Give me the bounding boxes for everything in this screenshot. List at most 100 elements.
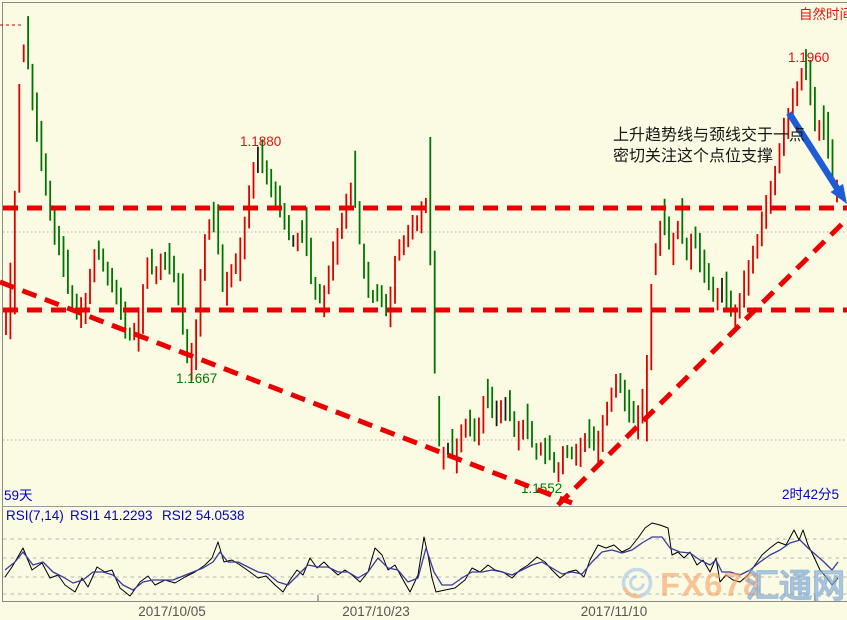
axis-date-1: 2017/10/05 xyxy=(138,604,206,619)
price-bar xyxy=(473,418,476,442)
price-bar xyxy=(566,445,569,459)
price-bar xyxy=(654,243,657,276)
price-bar xyxy=(173,255,175,283)
price-bar xyxy=(663,198,666,236)
price-bar xyxy=(712,276,715,302)
price-bar xyxy=(239,237,242,282)
price-bar xyxy=(584,433,586,452)
price-bar xyxy=(115,279,118,305)
annotation-text-line1: 上升趋势线与颈线交于一点 xyxy=(613,126,805,144)
price-bar xyxy=(164,251,166,270)
price-bar xyxy=(323,285,326,318)
price-bar xyxy=(791,88,794,122)
price-bar xyxy=(451,429,454,456)
price-bar xyxy=(71,285,74,313)
price-bar xyxy=(341,212,343,239)
price-bar xyxy=(398,239,401,261)
price-bar xyxy=(637,405,639,440)
drawn-trendlines[interactable] xyxy=(0,24,847,507)
price-bar xyxy=(615,374,617,398)
price-bar xyxy=(500,400,502,424)
price-bar xyxy=(389,286,392,328)
price-bar xyxy=(429,137,432,266)
watermark-site-text: 汇通网 xyxy=(746,567,845,604)
price-bar xyxy=(283,203,286,230)
price-bar xyxy=(243,216,246,260)
descending-trendline xyxy=(0,279,573,506)
price-bar xyxy=(703,249,706,283)
rsi-title: RSI(7,14) xyxy=(6,508,64,523)
price-bar xyxy=(363,243,365,279)
price-bar xyxy=(257,146,259,173)
price-bar xyxy=(75,293,78,320)
price-bar xyxy=(261,139,264,174)
price-bar xyxy=(102,248,105,272)
price-bar xyxy=(265,160,268,185)
price-bar xyxy=(155,266,158,285)
price-bar xyxy=(234,253,237,274)
price-bar xyxy=(221,244,224,292)
price-bar xyxy=(442,446,445,470)
price-bar xyxy=(447,442,449,456)
price-bar xyxy=(301,220,303,243)
price-bar xyxy=(402,235,405,256)
price-bar xyxy=(544,437,547,465)
price-bar xyxy=(668,216,670,250)
price-bar xyxy=(562,446,564,475)
price-bar xyxy=(504,397,507,421)
price-bar xyxy=(318,284,321,304)
timeframe-label: 自然时间 xyxy=(799,6,847,22)
price-bar xyxy=(332,241,334,281)
price-bar xyxy=(407,224,410,248)
price-bar xyxy=(279,185,281,218)
price-bar xyxy=(420,201,423,234)
status-left-label: 59天 xyxy=(4,488,33,503)
price-bar xyxy=(195,319,197,370)
price-bar xyxy=(509,390,511,422)
price-bar xyxy=(623,379,626,412)
price-label-low-left: 1.1667 xyxy=(176,371,217,386)
price-bar xyxy=(349,182,352,208)
price-bar xyxy=(588,419,591,449)
price-bar xyxy=(597,430,600,466)
price-bar xyxy=(570,446,573,460)
price-bar xyxy=(548,435,551,461)
price-bar xyxy=(517,421,520,451)
price-bar xyxy=(579,437,582,467)
price-bar xyxy=(111,268,113,293)
price-bar xyxy=(805,49,807,81)
price-bar xyxy=(40,120,43,172)
price-bar xyxy=(120,287,122,320)
price-bar xyxy=(314,277,317,300)
price-bar xyxy=(610,387,613,412)
price-bar xyxy=(27,16,29,70)
price-bar xyxy=(367,261,370,298)
price-bar xyxy=(601,415,604,452)
price-bar xyxy=(411,215,414,240)
price-bar xyxy=(106,261,109,286)
price-bar xyxy=(67,249,69,294)
price-bar xyxy=(730,290,732,317)
price-bar xyxy=(177,272,180,306)
price-bar xyxy=(433,250,436,374)
price-bar xyxy=(204,234,206,281)
rsi1-line xyxy=(4,522,839,597)
rsi-canvas[interactable] xyxy=(4,522,839,597)
price-bar xyxy=(760,211,763,247)
price-bar xyxy=(725,271,728,308)
price-bar xyxy=(199,269,202,337)
price-bar xyxy=(707,263,710,291)
price-bar xyxy=(336,228,339,265)
price-bar xyxy=(93,249,96,283)
price-bar xyxy=(526,403,529,439)
price-bar xyxy=(186,329,189,364)
price-bar xyxy=(685,237,688,261)
price-bar xyxy=(827,111,829,159)
price-chart-canvas[interactable] xyxy=(5,16,838,483)
price-bar xyxy=(575,443,578,466)
price-bar xyxy=(53,210,56,245)
price-bar xyxy=(659,220,662,256)
price-bar xyxy=(18,84,21,193)
price-bar xyxy=(358,201,361,245)
